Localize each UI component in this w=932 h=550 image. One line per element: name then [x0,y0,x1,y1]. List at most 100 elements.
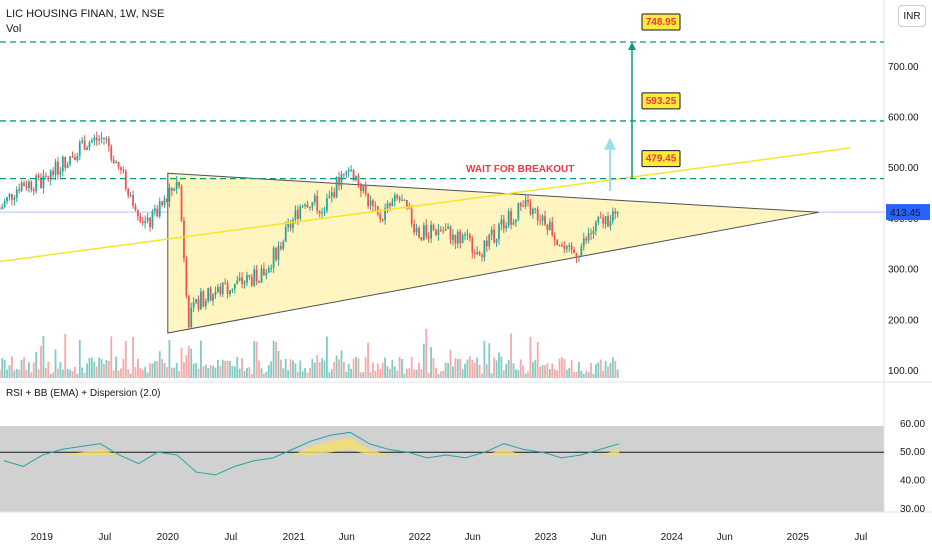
candle-body [386,203,389,209]
volume-bar [156,361,159,378]
candle-body [488,234,491,247]
candle-body [335,176,338,198]
candle-body [185,258,188,296]
candle-body [519,203,522,207]
candle-body [95,137,98,141]
volume-bar [432,358,435,378]
candle-body [134,205,137,211]
volume-bar [86,363,88,378]
target-label: 593.25 [646,96,677,107]
volume-bar [597,362,600,378]
candle-body [454,235,457,244]
candle-body [616,212,619,214]
volume-bar [214,367,217,378]
candle-body [221,282,224,295]
volume-bar [110,336,113,378]
candle-body [120,167,122,171]
volume-bar [78,340,81,378]
candle-body [158,201,161,217]
volume-bar [372,362,374,378]
candle-body [93,137,96,141]
candle-body [304,204,307,207]
volume-bar [522,365,525,378]
candle-body [212,294,214,301]
volume-bar [374,370,377,378]
volume-bar [418,362,420,378]
volume-bar [144,367,147,378]
time-tick-label: Jun [591,532,607,543]
volume-bar [98,357,101,378]
candle-body [204,301,207,307]
candle-body [323,210,326,213]
candle-body [321,212,323,214]
candle-body [76,155,79,161]
volume-bar [139,367,142,378]
volume-bar [204,364,207,378]
axes: 100.00200.00300.00400.00500.00600.00700.… [31,62,930,543]
volume-bar [427,372,430,378]
volume-bar [64,333,67,378]
volume-bar [284,358,287,378]
volume-bar [209,365,212,378]
volume-bar [8,365,11,378]
volume-bar [611,357,614,378]
candle-body [74,157,76,161]
volume-bar [289,359,292,378]
candle-body [374,205,377,207]
volume-bar [369,372,372,378]
candle-body [253,269,256,286]
volume-bar [105,359,108,378]
candle-body [25,185,28,188]
volume-bar [248,367,251,378]
candle-body [233,283,236,289]
candle-body [241,277,244,284]
candle-body [452,235,454,240]
volume-bar [233,366,236,378]
candle-body [219,286,222,295]
volume-bar [299,360,302,378]
volume-bar [54,349,57,378]
volume-bar [476,357,479,378]
candle-body [86,147,88,150]
candle-body [209,288,212,301]
candle-body [40,177,42,188]
volume-bar [265,371,268,378]
volume-bar [47,361,50,378]
volume-bar [498,352,500,378]
volume-bar [408,368,411,378]
time-tick-label: 2024 [661,532,684,543]
candle-body [57,161,59,175]
volume-bar [483,340,486,378]
volume-bar [449,349,452,378]
volume-label[interactable]: Vol [6,23,22,35]
volume-bar [379,368,382,378]
time-tick-label: Jun [465,532,481,543]
candle-body [539,220,542,222]
volume-bar [49,373,52,378]
candle-body [47,177,50,180]
candle-body [551,222,554,236]
candle-body [294,210,297,220]
candle-body [531,208,534,215]
volume-bar [478,364,481,378]
symbol-title[interactable]: LIC HOUSING FINAN, 1W, NSE [6,8,165,20]
candles [0,131,619,330]
candle-body [197,299,200,310]
candle-body [98,139,101,141]
candle-body [255,269,258,282]
rsi-tick-label: 60.00 [900,419,925,430]
candle-body [607,216,609,227]
volume-bar [212,365,214,378]
candle-body [582,238,585,247]
currency-button[interactable]: INR [898,5,926,27]
candle-body [166,198,168,202]
candle-body [553,235,556,241]
time-tick-label: Jun [339,532,355,543]
volume-bar [71,371,74,378]
volume-bar [565,369,568,378]
volume-bar [219,365,222,378]
volume-bar [246,367,248,378]
candle-body [381,219,384,221]
rsi-title[interactable]: RSI + BB (EMA) + Dispersion (2.0) [6,388,161,399]
